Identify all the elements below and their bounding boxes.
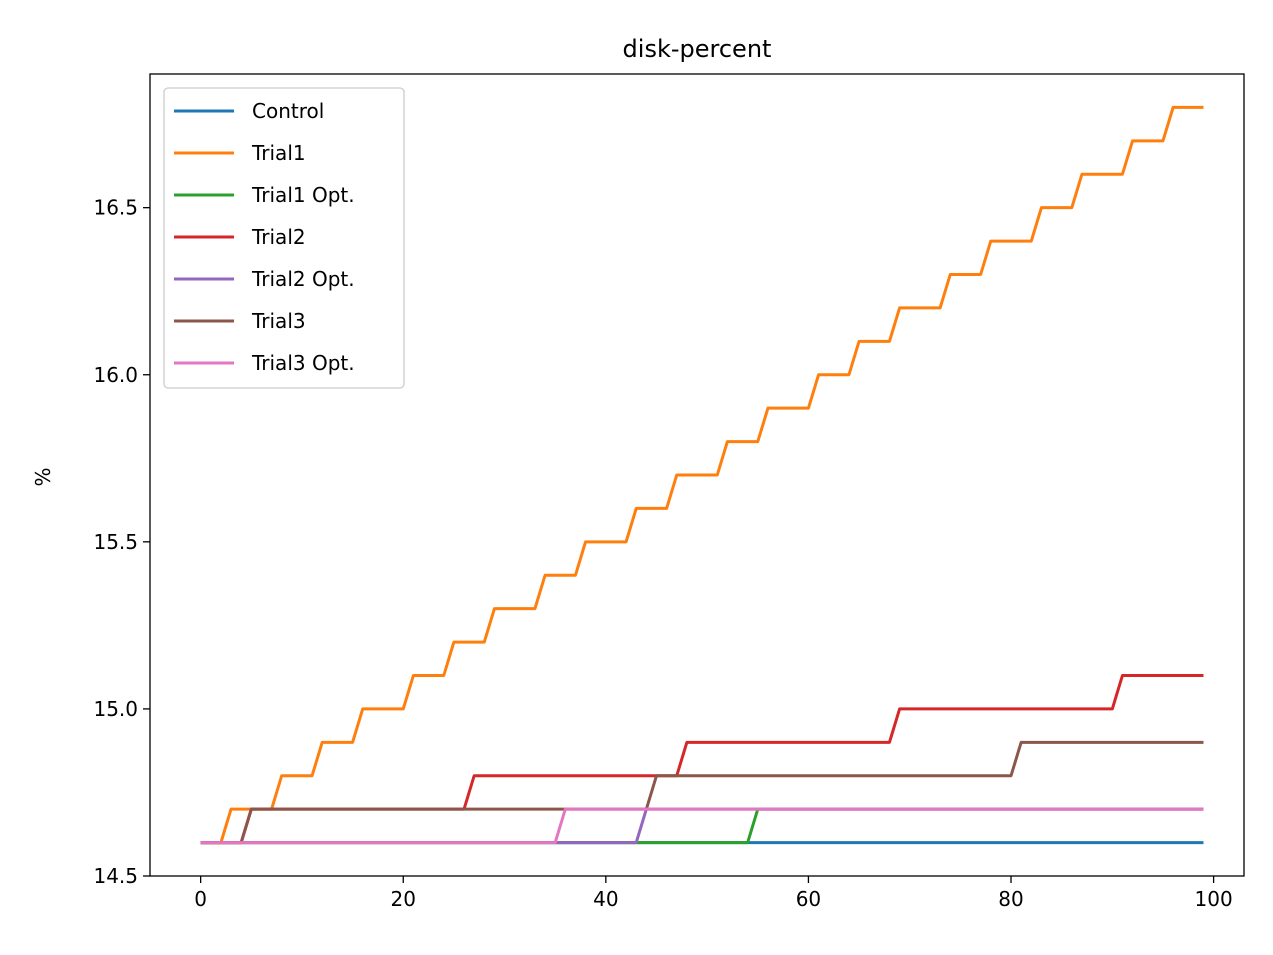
- x-tick-label: 100: [1195, 887, 1233, 911]
- legend-item: Trial2: [174, 225, 306, 249]
- series-layer: [200, 105, 1204, 845]
- legend-item: Trial3: [174, 309, 306, 333]
- legend-item: Control: [174, 99, 324, 123]
- series-line-trial1: [200, 105, 1204, 845]
- legend-label: Trial1 Opt.: [251, 183, 355, 207]
- chart-title: disk-percent: [623, 35, 772, 63]
- y-tick-label: 15.5: [93, 530, 138, 554]
- x-tick-label: 20: [391, 887, 416, 911]
- legend-label: Trial2 Opt.: [251, 267, 355, 291]
- y-axis-label: %: [31, 467, 55, 486]
- plot-frame: [149, 73, 1245, 877]
- y-tick-label: 16.5: [93, 196, 138, 220]
- x-tick-label: 80: [998, 887, 1023, 911]
- legend-label: Trial2: [251, 225, 306, 249]
- legend-item: Trial1: [174, 141, 306, 165]
- series-line-trial3-opt: [200, 807, 1204, 845]
- x-tick-label: 40: [593, 887, 618, 911]
- legend-label: Control: [252, 99, 324, 123]
- series-line-trial3: [200, 740, 1204, 845]
- legend: Control Trial1 Trial1 Opt. Trial2 Trial2 Opt…: [163, 87, 405, 389]
- x-tick-label: 60: [796, 887, 821, 911]
- legend-label: Trial3: [251, 309, 306, 333]
- y-tick-label: 14.5: [93, 864, 138, 888]
- legend-box: [163, 87, 405, 389]
- legend-item: Trial3 Opt.: [174, 351, 355, 375]
- x-axis-ticks: 0 20 40 60 80 100: [194, 876, 1233, 911]
- legend-label: Trial1: [251, 141, 306, 165]
- y-axis-ticks: 14.5 15.0 15.5 16.0 16.5: [93, 196, 150, 888]
- legend-item: Trial1 Opt.: [174, 183, 355, 207]
- legend-item: Trial2 Opt.: [174, 267, 355, 291]
- y-tick-label: 16.0: [93, 363, 138, 387]
- x-tick-label: 0: [194, 887, 207, 911]
- y-tick-label: 15.0: [93, 697, 138, 721]
- legend-label: Trial3 Opt.: [251, 351, 355, 375]
